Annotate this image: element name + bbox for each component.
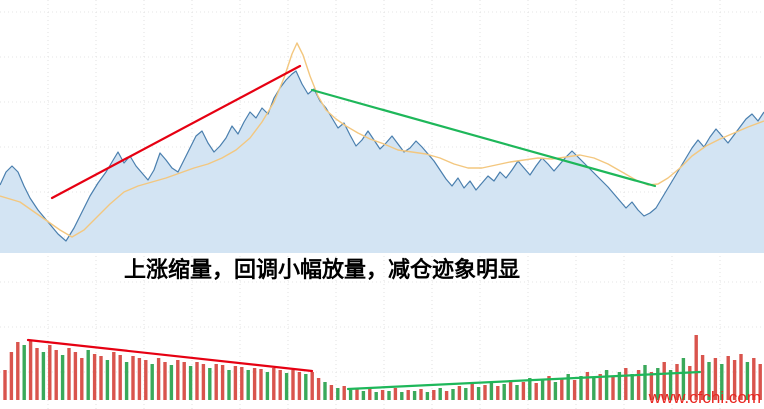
volume-decline-red (26, 338, 314, 373)
price-area (0, 71, 764, 253)
annotation-text: 上涨缩量，回调小幅放量，减仓迹象明显 (124, 257, 521, 282)
price-uptrend-red (50, 64, 302, 200)
price-line (0, 70, 764, 242)
volume-rise-green (346, 370, 702, 391)
watermark: www.cfchi.com (648, 388, 761, 407)
volume-bars (3, 335, 762, 400)
price-downtrend-green (310, 88, 657, 188)
